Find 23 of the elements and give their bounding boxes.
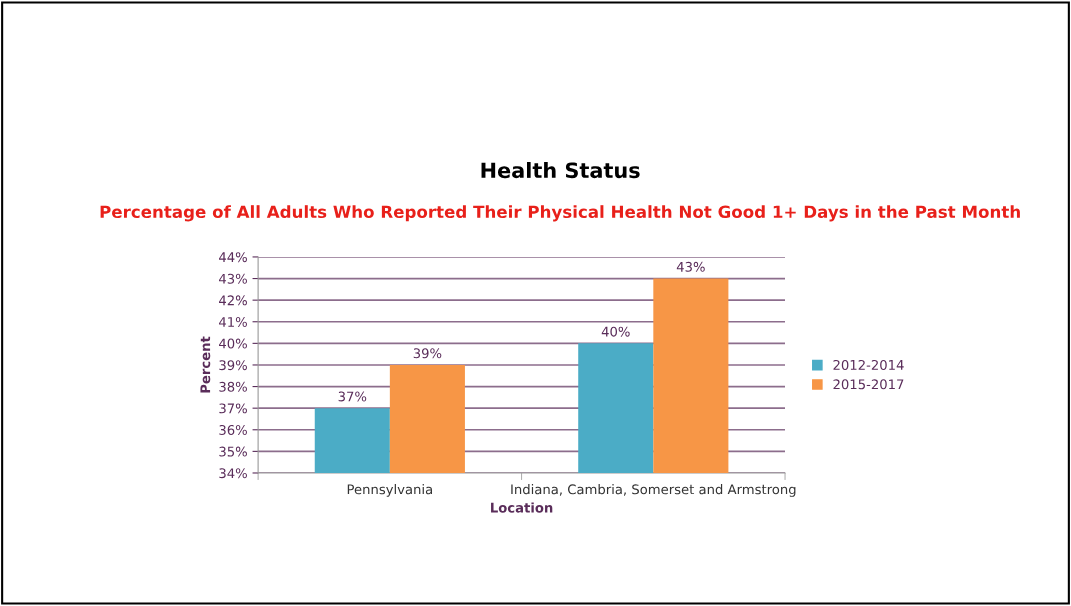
chart-subtitle: Percentage of All Adults Who Reported Their Physical Health Not Good 1+ Days in the Past Month [100, 205, 1020, 222]
y-tick-label: 35% [219, 446, 247, 457]
x-tick-label: Indiana, Cambria, Somerset and Armstrong [511, 484, 796, 497]
y-tick-label: 42% [219, 295, 247, 306]
data-label: 39% [413, 348, 442, 359]
y-tick-label: 40% [219, 338, 247, 349]
x-axis-title: Location [491, 502, 553, 513]
data-label: 37% [338, 391, 367, 402]
y-tick-label: 43% [219, 273, 247, 284]
y-tick-label: 38% [219, 381, 247, 392]
legend-label: 2015-2017 [833, 379, 904, 390]
data-label: 43% [676, 261, 705, 272]
y-tick-label: 37% [219, 403, 247, 414]
chart-title: Health Status [481, 162, 640, 179]
data-label: 40% [601, 326, 630, 337]
legend-label: 2012-2014 [833, 359, 904, 370]
y-tick-label: 36% [219, 425, 247, 435]
y-axis-title: Percent [200, 336, 211, 393]
y-tick-label: 41% [219, 316, 247, 327]
x-tick-label: Pennsylvania [347, 484, 432, 497]
y-tick-label: 34% [219, 468, 247, 479]
y-tick-label: 44% [219, 252, 247, 263]
y-tick-label: 39% [219, 360, 247, 371]
